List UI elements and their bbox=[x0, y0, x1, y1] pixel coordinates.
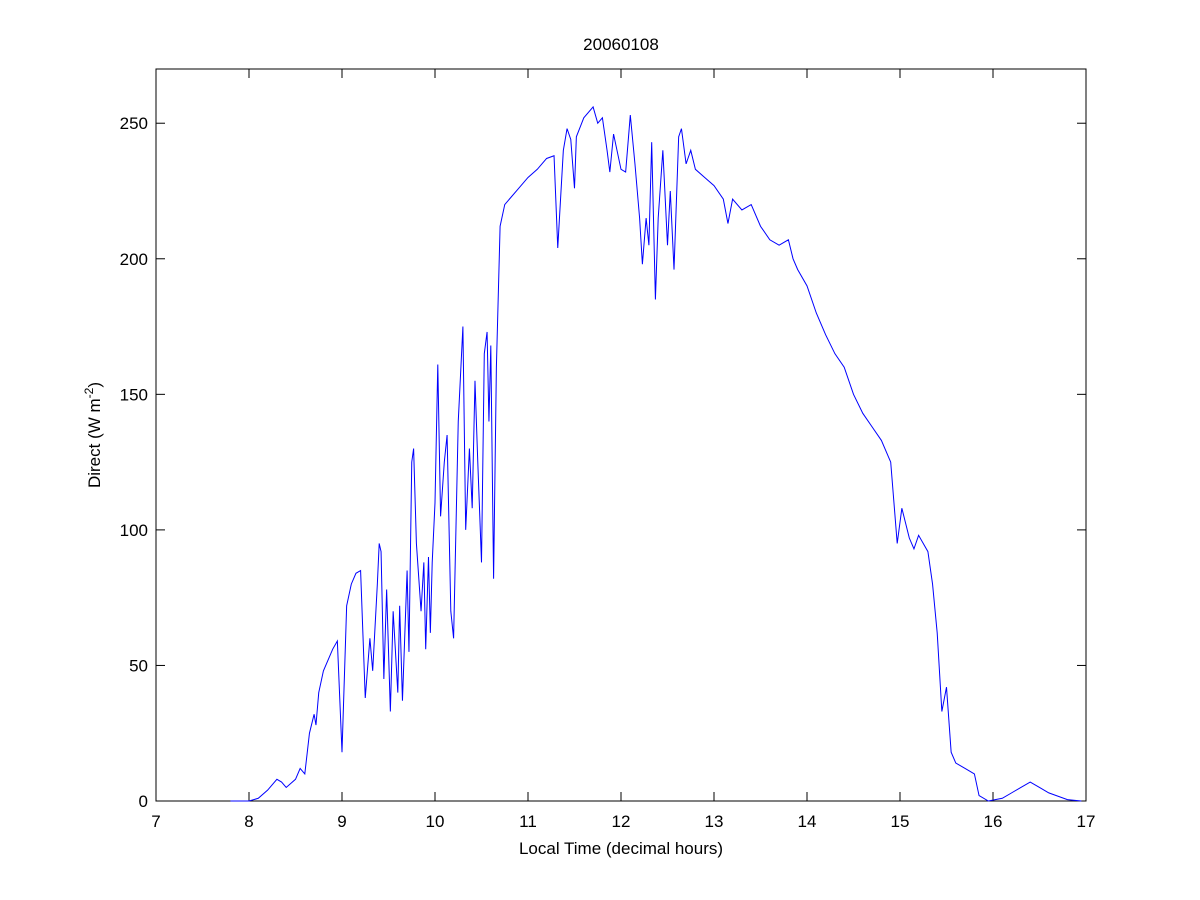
x-tick-label: 7 bbox=[151, 812, 160, 831]
x-tick-label: 13 bbox=[705, 812, 724, 831]
x-tick-label: 9 bbox=[337, 812, 346, 831]
y-tick-label: 200 bbox=[120, 250, 148, 269]
y-axis-label-end: ) bbox=[85, 382, 104, 388]
y-axis-label: Direct (W m-2) bbox=[82, 382, 104, 488]
y-tick-label: 150 bbox=[120, 385, 148, 404]
y-tick-label: 0 bbox=[139, 792, 148, 811]
y-tick-label: 100 bbox=[120, 521, 148, 540]
x-tick-label: 15 bbox=[891, 812, 910, 831]
y-axis-label-text: Direct (W m bbox=[85, 398, 104, 488]
x-tick-label: 10 bbox=[426, 812, 445, 831]
data-line bbox=[230, 105, 1082, 802]
x-tick-label: 16 bbox=[984, 812, 1003, 831]
x-tick-label: 12 bbox=[612, 812, 631, 831]
x-tick-label: 14 bbox=[798, 812, 817, 831]
y-axis-label-superscript: -2 bbox=[82, 387, 96, 398]
x-tick-label: 8 bbox=[244, 812, 253, 831]
y-tick-label: 50 bbox=[129, 656, 148, 675]
x-tick-label: 17 bbox=[1077, 812, 1096, 831]
x-axis-label: Local Time (decimal hours) bbox=[519, 839, 723, 858]
chart-title: 20060108 bbox=[583, 35, 659, 54]
y-tick-label: 250 bbox=[120, 114, 148, 133]
x-tick-label: 11 bbox=[519, 812, 537, 831]
